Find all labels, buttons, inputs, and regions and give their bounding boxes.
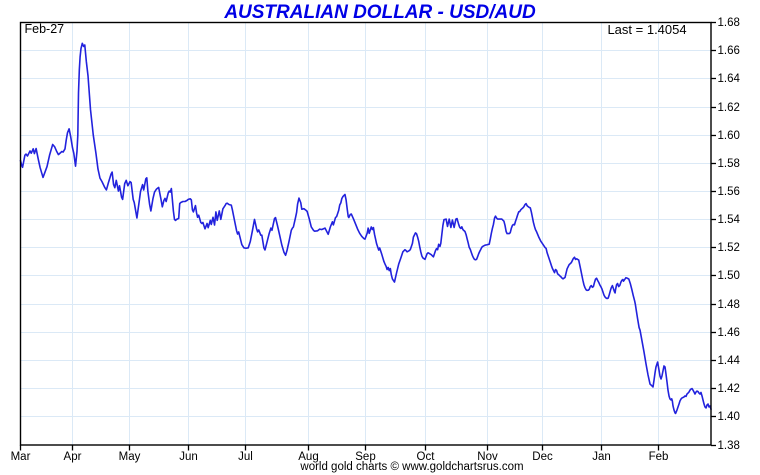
x-axis-label: Sep [355,450,376,463]
y-axis-label: 1.54 [717,213,740,226]
x-axis-label: Nov [477,450,498,463]
chart-title: AUSTRALIAN DOLLAR - USD/AUD [224,1,536,23]
start-date-label: Feb-27 [24,22,65,37]
x-axis-label: Feb [648,450,669,463]
y-axis-label: 1.56 [717,185,740,198]
x-axis-label: Aug [298,450,319,463]
y-axis-label: 1.68 [717,16,740,29]
x-axis-label: May [118,450,141,463]
y-axis-label: 1.44 [717,354,740,367]
y-axis-label: 1.58 [717,157,740,170]
y-axis-label: 1.50 [717,269,740,282]
x-axis-label: Jul [238,450,253,463]
y-axis-label: 1.40 [717,410,740,423]
x-axis-label: Dec [532,450,553,463]
x-axis-label: Mar [10,450,31,463]
y-axis-label: 1.46 [717,326,740,339]
x-axis-label: Jan [592,450,611,463]
x-axis-label: Oct [416,450,435,463]
credit-label: world gold charts © www.goldchartsrus.co… [300,461,524,474]
y-axis-label: 1.42 [717,382,740,395]
y-axis-label: 1.66 [717,44,740,57]
x-axis-label: Jun [179,450,198,463]
price-line [19,42,712,415]
y-axis-label: 1.64 [717,72,740,85]
x-axis-label: Apr [63,450,82,463]
y-axis-label: 1.38 [717,439,740,452]
last-value-label: Last = 1.4054 [607,22,687,38]
y-axis-label: 1.62 [717,101,740,114]
y-axis-label: 1.60 [717,129,740,142]
y-axis-label: 1.48 [717,298,740,311]
y-axis-label: 1.52 [717,241,740,254]
